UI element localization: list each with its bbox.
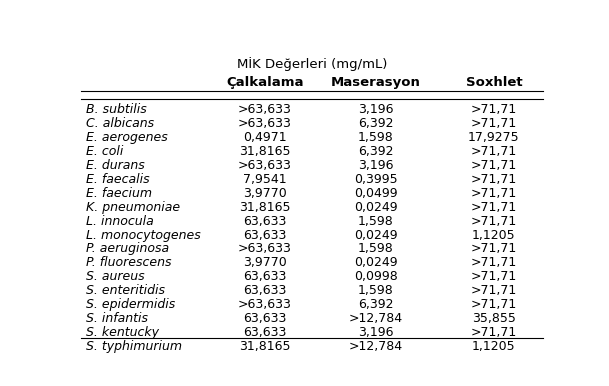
Text: >71,71: >71,71 [471, 103, 517, 116]
Text: 17,9275: 17,9275 [468, 131, 519, 144]
Text: 0,4971: 0,4971 [243, 131, 287, 144]
Text: 63,633: 63,633 [243, 326, 287, 339]
Text: 3,9770: 3,9770 [243, 186, 287, 200]
Text: 3,9770: 3,9770 [243, 256, 287, 269]
Text: >71,71: >71,71 [471, 145, 517, 158]
Text: 0,3995: 0,3995 [354, 173, 398, 186]
Text: 7,9541: 7,9541 [243, 173, 287, 186]
Text: >12,784: >12,784 [349, 312, 403, 325]
Text: >71,71: >71,71 [471, 201, 517, 213]
Text: P. fluorescens: P. fluorescens [85, 256, 171, 269]
Text: 6,392: 6,392 [358, 117, 393, 130]
Text: S. infantis: S. infantis [85, 312, 147, 325]
Text: 63,633: 63,633 [243, 215, 287, 227]
Text: >71,71: >71,71 [471, 242, 517, 256]
Text: 3,196: 3,196 [358, 103, 393, 116]
Text: 0,0249: 0,0249 [354, 256, 398, 269]
Text: 3,196: 3,196 [358, 326, 393, 339]
Text: >63,633: >63,633 [238, 117, 292, 130]
Text: 35,855: 35,855 [472, 312, 516, 325]
Text: >71,71: >71,71 [471, 256, 517, 269]
Text: >71,71: >71,71 [471, 186, 517, 200]
Text: L. innocula: L. innocula [85, 215, 153, 227]
Text: >63,633: >63,633 [238, 103, 292, 116]
Text: 0,0249: 0,0249 [354, 229, 398, 242]
Text: 63,633: 63,633 [243, 284, 287, 297]
Text: 63,633: 63,633 [243, 312, 287, 325]
Text: 63,633: 63,633 [243, 229, 287, 242]
Text: E. durans: E. durans [85, 159, 144, 172]
Text: S. aureus: S. aureus [85, 271, 144, 283]
Text: E. coli: E. coli [85, 145, 123, 158]
Text: >71,71: >71,71 [471, 271, 517, 283]
Text: Çalkalama: Çalkalama [226, 76, 304, 89]
Text: >63,633: >63,633 [238, 242, 292, 256]
Text: S. epidermidis: S. epidermidis [85, 298, 175, 312]
Text: 31,8165: 31,8165 [239, 145, 290, 158]
Text: 1,598: 1,598 [358, 242, 393, 256]
Text: >63,633: >63,633 [238, 298, 292, 312]
Text: 1,598: 1,598 [358, 284, 393, 297]
Text: 63,633: 63,633 [243, 271, 287, 283]
Text: 1,1205: 1,1205 [472, 229, 516, 242]
Text: >12,784: >12,784 [349, 340, 403, 353]
Text: L. monocytogenes: L. monocytogenes [85, 229, 200, 242]
Text: C. albicans: C. albicans [85, 117, 153, 130]
Text: >71,71: >71,71 [471, 298, 517, 312]
Text: >63,633: >63,633 [238, 159, 292, 172]
Text: E. faecalis: E. faecalis [85, 173, 149, 186]
Text: 3,196: 3,196 [358, 159, 393, 172]
Text: 1,598: 1,598 [358, 215, 393, 227]
Text: >71,71: >71,71 [471, 173, 517, 186]
Text: 31,8165: 31,8165 [239, 201, 290, 213]
Text: MİK Değerleri (mg/mL): MİK Değerleri (mg/mL) [237, 57, 387, 71]
Text: >71,71: >71,71 [471, 117, 517, 130]
Text: P. aeruginosa: P. aeruginosa [85, 242, 169, 256]
Text: E. faecium: E. faecium [85, 186, 152, 200]
Text: 31,8165: 31,8165 [239, 340, 290, 353]
Text: >71,71: >71,71 [471, 326, 517, 339]
Text: 6,392: 6,392 [358, 298, 393, 312]
Text: S. kentucky: S. kentucky [85, 326, 158, 339]
Text: >71,71: >71,71 [471, 284, 517, 297]
Text: 1,598: 1,598 [358, 131, 393, 144]
Text: E. aerogenes: E. aerogenes [85, 131, 167, 144]
Text: K. pneumoniae: K. pneumoniae [85, 201, 180, 213]
Text: 0,0499: 0,0499 [354, 186, 398, 200]
Text: >71,71: >71,71 [471, 159, 517, 172]
Text: Soxhlet: Soxhlet [465, 76, 522, 89]
Text: Maserasyon: Maserasyon [331, 76, 421, 89]
Text: >71,71: >71,71 [471, 215, 517, 227]
Text: 0,0998: 0,0998 [354, 271, 398, 283]
Text: B. subtilis: B. subtilis [85, 103, 146, 116]
Text: 0,0249: 0,0249 [354, 201, 398, 213]
Text: S. enteritidis: S. enteritidis [85, 284, 164, 297]
Text: 6,392: 6,392 [358, 145, 393, 158]
Text: S. typhimurium: S. typhimurium [85, 340, 181, 353]
Text: 1,1205: 1,1205 [472, 340, 516, 353]
